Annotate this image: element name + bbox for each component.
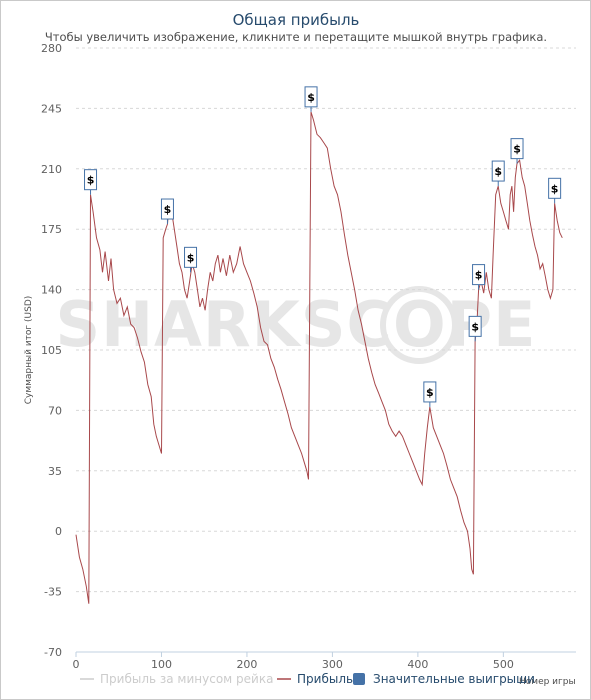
flag-label: $ xyxy=(307,91,315,104)
flag-label: $ xyxy=(551,182,559,195)
x-tick-label: 400 xyxy=(407,658,428,671)
axis-layer: -70 -35 0 35 70 105 140 175 210 245 280 0 100 200 300 4… xyxy=(41,42,576,671)
watermark-scope-icon xyxy=(380,286,458,364)
flag-box xyxy=(491,160,505,182)
y-tick-label: 35 xyxy=(48,465,62,478)
legend-label: Прибыль за минусом рейка xyxy=(100,672,273,686)
legend-label: Значительные выигрыши xyxy=(373,672,535,686)
x-tick-label: 0 xyxy=(73,658,80,671)
big-win-flag[interactable]: $ xyxy=(84,169,98,195)
legend-label: Прибыль xyxy=(297,672,353,686)
flag-label: $ xyxy=(494,165,502,178)
flag-box xyxy=(304,86,318,108)
big-win-flag[interactable]: $ xyxy=(472,264,486,290)
big-win-flag[interactable]: $ xyxy=(510,138,524,164)
watermark-text: SHARKSCOPE xyxy=(56,288,537,361)
y-tick-label: 70 xyxy=(48,404,62,417)
y-tick-label: 140 xyxy=(41,284,62,297)
y-tick-label: 105 xyxy=(41,344,62,357)
y-tick-label: -70 xyxy=(44,646,62,659)
flag-label: $ xyxy=(475,269,483,282)
flag-label: $ xyxy=(164,203,172,216)
x-axis-title: Номер игры xyxy=(519,677,576,687)
flag-box xyxy=(184,246,198,268)
x-tick-label: 300 xyxy=(322,658,343,671)
flag-label: $ xyxy=(426,386,434,399)
flag-box xyxy=(472,264,486,286)
big-win-flag[interactable]: $ xyxy=(491,160,505,187)
flag-box xyxy=(84,169,98,191)
y-tick-label: 175 xyxy=(41,223,62,236)
big-win-flag[interactable]: $ xyxy=(548,177,562,204)
flag-box xyxy=(510,138,524,160)
flag-layer[interactable]: $ $ $ $ $ $ $ $ $ $ xyxy=(84,86,562,407)
legend-item[interactable]: Значительные выигрыши xyxy=(353,672,535,686)
legend-item[interactable]: Прибыль за минусом рейка xyxy=(80,672,273,686)
flag-label: $ xyxy=(471,320,479,333)
legend-item[interactable]: Прибыль xyxy=(277,672,353,686)
y-tick-label: 245 xyxy=(41,102,62,115)
x-tick-label: 500 xyxy=(493,658,514,671)
flag-label: $ xyxy=(87,174,95,187)
y-tick-label: -35 xyxy=(44,586,62,599)
series-layer[interactable] xyxy=(75,111,563,604)
x-tick-label: 200 xyxy=(236,658,257,671)
big-win-flag[interactable]: $ xyxy=(184,246,198,273)
y-tick-label: 0 xyxy=(55,525,62,538)
y-tick-label: 210 xyxy=(41,163,62,176)
chart-subtitle: Чтобы увеличить изображение, кликните и … xyxy=(45,30,547,44)
legend[interactable]: Прибыль за минусом рейка Прибыль Значитель… xyxy=(80,672,535,686)
flag-label: $ xyxy=(187,251,195,264)
y-tick-label: 280 xyxy=(41,42,62,55)
legend-swatch xyxy=(353,673,365,685)
x-tick-label: 100 xyxy=(151,658,172,671)
flag-box xyxy=(423,381,437,403)
chart-title: Общая прибыль xyxy=(233,11,360,29)
big-win-flag[interactable]: $ xyxy=(423,381,437,407)
flag-box xyxy=(548,177,562,199)
big-win-flag[interactable]: $ xyxy=(304,86,318,112)
series-line-profit[interactable] xyxy=(75,111,563,604)
flag-box xyxy=(468,315,482,337)
watermark-layer: SHARKSCOPE xyxy=(56,286,537,364)
flag-box xyxy=(160,198,174,220)
y-axis-title: Суммарный итог (USD) xyxy=(24,296,34,405)
big-win-flag[interactable]: $ xyxy=(468,315,482,342)
flag-label: $ xyxy=(513,143,521,156)
big-win-flag[interactable]: $ xyxy=(160,198,174,225)
